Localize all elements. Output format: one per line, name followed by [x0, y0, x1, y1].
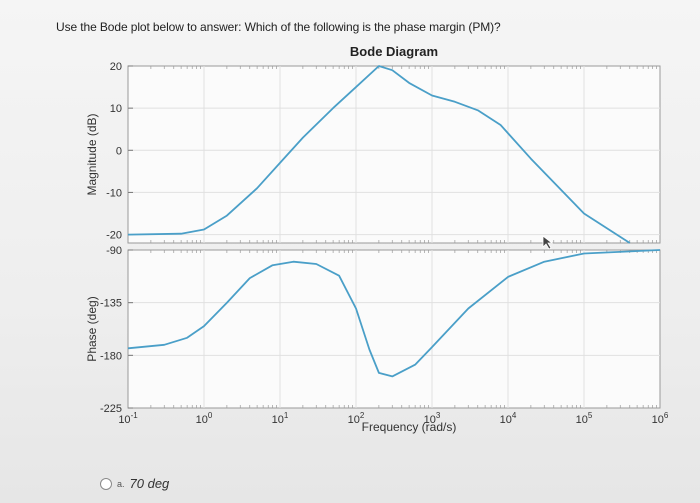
response-curve: [127, 249, 661, 378]
y-tick-label: -180: [100, 350, 122, 362]
x-axis-label: Frequency (rad/s): [362, 420, 457, 434]
response-curve: [127, 65, 631, 244]
x-tick-label: 106: [652, 411, 669, 426]
y-tick-label: -90: [106, 245, 122, 257]
option-a-radio[interactable]: [100, 477, 112, 490]
question-text: Use the Bode plot below to answer: Which…: [56, 20, 501, 34]
y-tick-label: 20: [110, 61, 122, 73]
x-tick-label: 105: [576, 411, 593, 426]
y-tick-label: 0: [116, 145, 122, 157]
x-tick-label: 101: [272, 411, 289, 426]
x-tick-label: 10-1: [118, 411, 138, 426]
y-axis-label: Magnitude (dB): [85, 113, 99, 195]
chart-title: Bode Diagram: [350, 44, 438, 59]
x-tick-label: 103: [424, 411, 441, 426]
y-axis-label: Phase (deg): [85, 296, 99, 361]
x-tick-label: 100: [196, 411, 213, 426]
bode-panels: 20 10 0 -10 -20 Magnitude (dB) -90 -135 -180 -225…: [85, 61, 661, 415]
x-tick-label: 104: [500, 411, 517, 426]
panel-magnitude: 20 10 0 -10 -20 Magnitude (dB): [85, 61, 661, 244]
y-tick-label: -20: [106, 230, 122, 242]
frequency-tick-labels: 10-1 100 101 102 103 104 105 106: [118, 411, 669, 426]
plot-area: [127, 249, 661, 409]
y-tick-label: -10: [106, 187, 122, 199]
option-a[interactable]: a. 70 deg: [100, 476, 169, 491]
mouse-cursor-icon: [542, 235, 554, 250]
y-tick-label: -225: [100, 403, 122, 415]
y-tick-label: 10: [110, 103, 122, 115]
x-tick-label: 102: [348, 411, 365, 426]
option-a-letter: a.: [117, 478, 125, 489]
option-a-text: 70 deg: [129, 476, 170, 491]
plot-area: [127, 65, 661, 244]
y-tick-label: -135: [100, 298, 122, 310]
panel-phase: -90 -135 -180 -225 Phase (deg): [85, 245, 661, 415]
